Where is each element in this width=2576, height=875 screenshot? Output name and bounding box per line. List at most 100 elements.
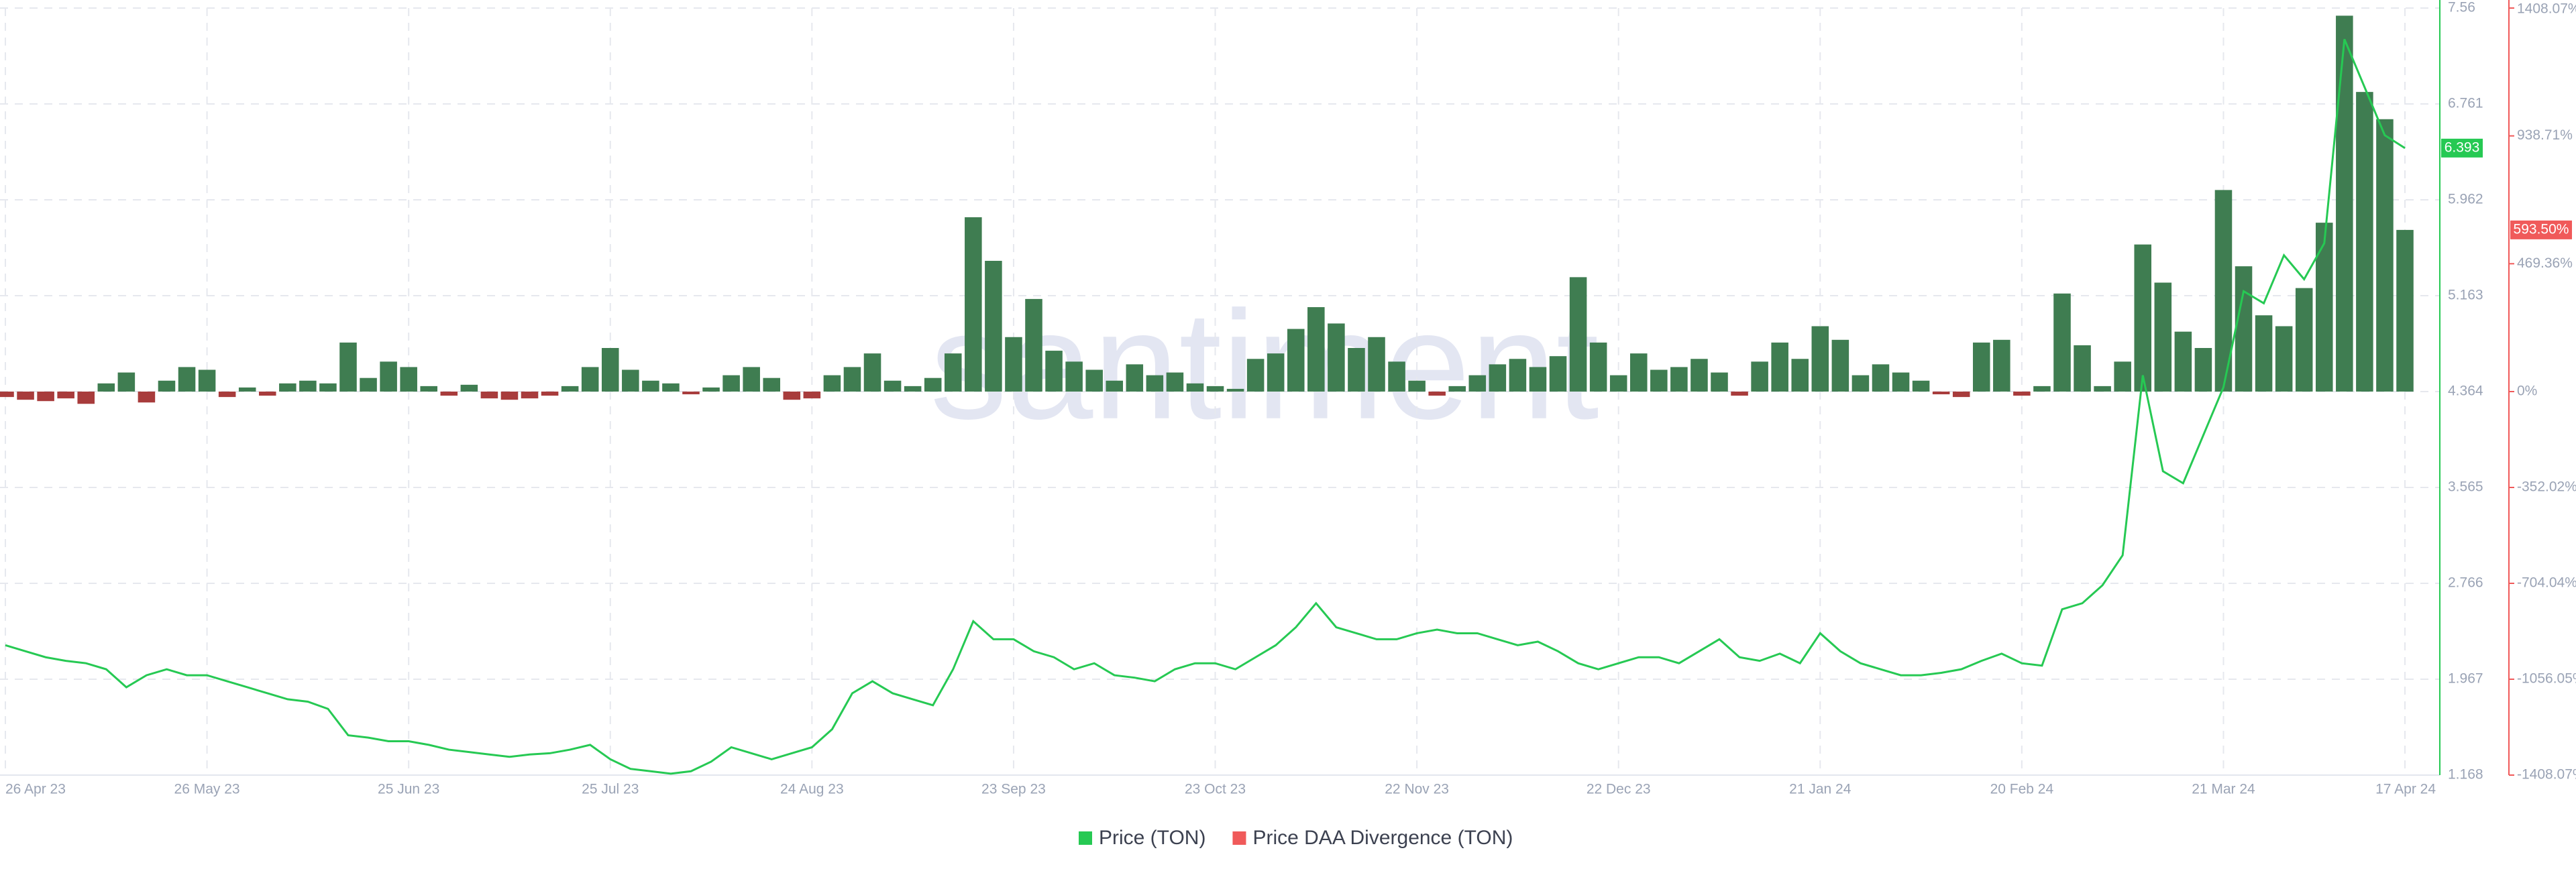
- bar: [1509, 359, 1527, 392]
- x-tick-label: 26 May 23: [174, 782, 240, 797]
- bar: [1146, 375, 1164, 392]
- bar: [1287, 329, 1305, 392]
- bar: [360, 377, 377, 392]
- bar: [803, 392, 821, 399]
- bar: [218, 392, 236, 398]
- bar: [682, 392, 700, 395]
- x-tick-label: 26 Apr 23: [5, 782, 66, 797]
- bar: [2154, 282, 2172, 392]
- bar: [339, 342, 357, 392]
- bar: [1226, 388, 1244, 392]
- bar: [1267, 353, 1285, 392]
- x-tick-label: 25 Jul 23: [582, 782, 639, 797]
- bar: [2074, 345, 2091, 392]
- bar: [2295, 288, 2313, 392]
- x-tick-label: 22 Nov 23: [1385, 782, 1449, 797]
- bar: [622, 369, 639, 392]
- bar: [1348, 348, 1365, 392]
- x-tick-label: 25 Jun 23: [378, 782, 439, 797]
- y-tick-label: 1.967: [2448, 671, 2483, 687]
- bar: [2336, 15, 2353, 392]
- x-tick-label: 23 Oct 23: [1185, 782, 1246, 797]
- legend-swatch: [1079, 831, 1092, 845]
- price-badge-bg: [2441, 138, 2483, 158]
- bar: [1166, 372, 1184, 392]
- bar: [1609, 375, 1627, 392]
- bar: [138, 392, 156, 403]
- bar: [1851, 375, 1870, 392]
- bar: [823, 375, 841, 392]
- bar: [1186, 383, 1204, 392]
- bar: [77, 392, 95, 404]
- bar: [1932, 392, 1950, 395]
- bar: [581, 367, 599, 392]
- bar: [2053, 293, 2071, 392]
- bar: [904, 386, 922, 392]
- bar: [944, 353, 962, 392]
- bar: [440, 392, 458, 396]
- bar: [1670, 367, 1688, 392]
- y-tick-label: 6.761: [2448, 96, 2483, 111]
- y2-tick-label: 938.71%: [2517, 127, 2573, 143]
- bar: [702, 387, 720, 392]
- x-tick-label: 24 Aug 23: [780, 782, 844, 797]
- bar: [722, 375, 740, 392]
- bar: [57, 392, 74, 399]
- bar: [1468, 375, 1487, 392]
- bar: [924, 377, 942, 392]
- bar: [420, 386, 438, 392]
- bar: [2396, 229, 2414, 392]
- y-tick-label: 2.766: [2448, 575, 2483, 591]
- bar: [1408, 380, 1426, 392]
- bar: [198, 369, 216, 392]
- bar: [642, 380, 659, 392]
- bar: [1005, 337, 1022, 392]
- y-tick-label: 7.56: [2448, 0, 2475, 15]
- bar: [662, 383, 680, 392]
- legend-label: Price (TON): [1099, 827, 1205, 849]
- bar: [2376, 119, 2394, 392]
- bar: [2255, 315, 2273, 392]
- bar: [1307, 307, 1325, 392]
- bar: [178, 367, 196, 392]
- x-tick-label: 21 Jan 24: [1789, 782, 1851, 797]
- legend-label: Price DAA Divergence (TON): [1252, 827, 1513, 849]
- divergence-badge-bg: [2510, 220, 2572, 239]
- bar: [1993, 339, 2010, 392]
- bar: [1569, 277, 1587, 392]
- bar: [1650, 369, 1668, 392]
- y2-tick-label: 1408.07%: [2517, 1, 2576, 17]
- bar: [97, 383, 115, 392]
- price-line: [5, 38, 2406, 775]
- bar: [299, 380, 317, 392]
- bar: [1246, 359, 1265, 392]
- divergence-badge: 593.50%: [2514, 221, 2569, 237]
- y2-tick-label: 469.36%: [2517, 255, 2573, 271]
- bar: [1731, 392, 1748, 396]
- legend-swatch: [1232, 831, 1246, 845]
- y2-tick-label: -1056.05%: [2517, 671, 2576, 687]
- bar: [1126, 364, 1144, 392]
- bar: [2174, 331, 2192, 392]
- y-tick-label: 5.163: [2448, 288, 2483, 303]
- bar: [2356, 92, 2373, 392]
- bar: [2013, 392, 2031, 396]
- bar: [2114, 361, 2131, 392]
- bar: [1629, 353, 1648, 392]
- y-tick-label: 4.364: [2448, 384, 2483, 399]
- bar: [2094, 386, 2111, 392]
- bar: [601, 348, 619, 392]
- bar: [117, 372, 136, 392]
- bar: [1791, 359, 1809, 392]
- bar: [37, 392, 54, 402]
- bar: [2315, 223, 2333, 392]
- bar: [965, 217, 982, 392]
- x-tick-label: 23 Sep 23: [981, 782, 1046, 797]
- bar: [541, 392, 559, 396]
- bar: [763, 377, 781, 392]
- bar: [1589, 342, 1607, 392]
- bar: [1872, 364, 1890, 392]
- x-tick-label: 20 Feb 24: [1990, 782, 2054, 797]
- bar: [258, 392, 276, 396]
